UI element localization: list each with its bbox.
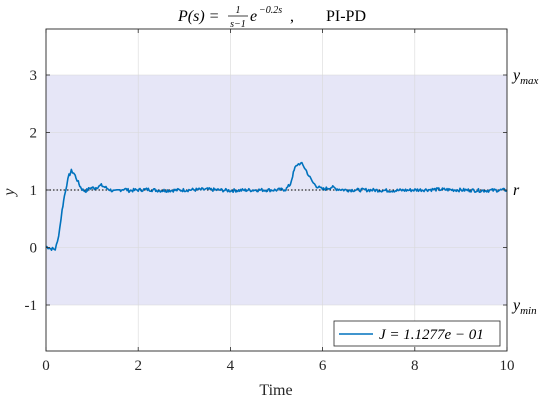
right-label: r <box>513 182 520 199</box>
right-label: ymin <box>511 297 537 317</box>
x-axis-label: Time <box>259 382 292 399</box>
axis-ticks <box>45 29 508 351</box>
x-tick-label: 0 <box>42 358 50 374</box>
right-labels: ymax r ymin <box>511 67 539 317</box>
legend: J = 1.1277e − 01 <box>333 320 501 347</box>
y-axis-label: y <box>1 188 18 198</box>
x-tick-labels: 0 2 4 6 8 10 <box>42 358 514 374</box>
y-tick-labels: -1 0 1 2 3 <box>25 68 38 314</box>
svg-text:P(s) =: P(s) = <box>177 8 219 25</box>
x-tick-label: 6 <box>319 358 327 374</box>
x-tick-label: 4 <box>227 358 235 374</box>
svg-text:e: e <box>250 8 257 25</box>
x-tick-label: 2 <box>134 358 142 374</box>
series-line <box>45 161 508 252</box>
svg-text:PI-PD: PI-PD <box>326 8 366 25</box>
x-tick-label: 8 <box>411 358 419 374</box>
y-tick-label: -1 <box>25 298 38 314</box>
title-exponent: −0.2s <box>259 5 282 16</box>
legend-label: J = 1.1277e − 01 <box>379 327 484 343</box>
y-tick-label: 2 <box>30 126 38 142</box>
right-label: ymax <box>511 67 539 87</box>
y-tick-label: 3 <box>30 68 38 84</box>
x-tick-label: 10 <box>500 358 515 374</box>
chart-title: P(s) = 1 s−1 e −0.2s , PI-PD <box>177 5 366 30</box>
title-frac-den: s−1 <box>230 19 246 30</box>
title-frac-num: 1 <box>236 5 241 16</box>
y-tick-label: 0 <box>30 241 38 257</box>
y-tick-label: 1 <box>30 183 38 199</box>
svg-text:,: , <box>290 8 294 25</box>
